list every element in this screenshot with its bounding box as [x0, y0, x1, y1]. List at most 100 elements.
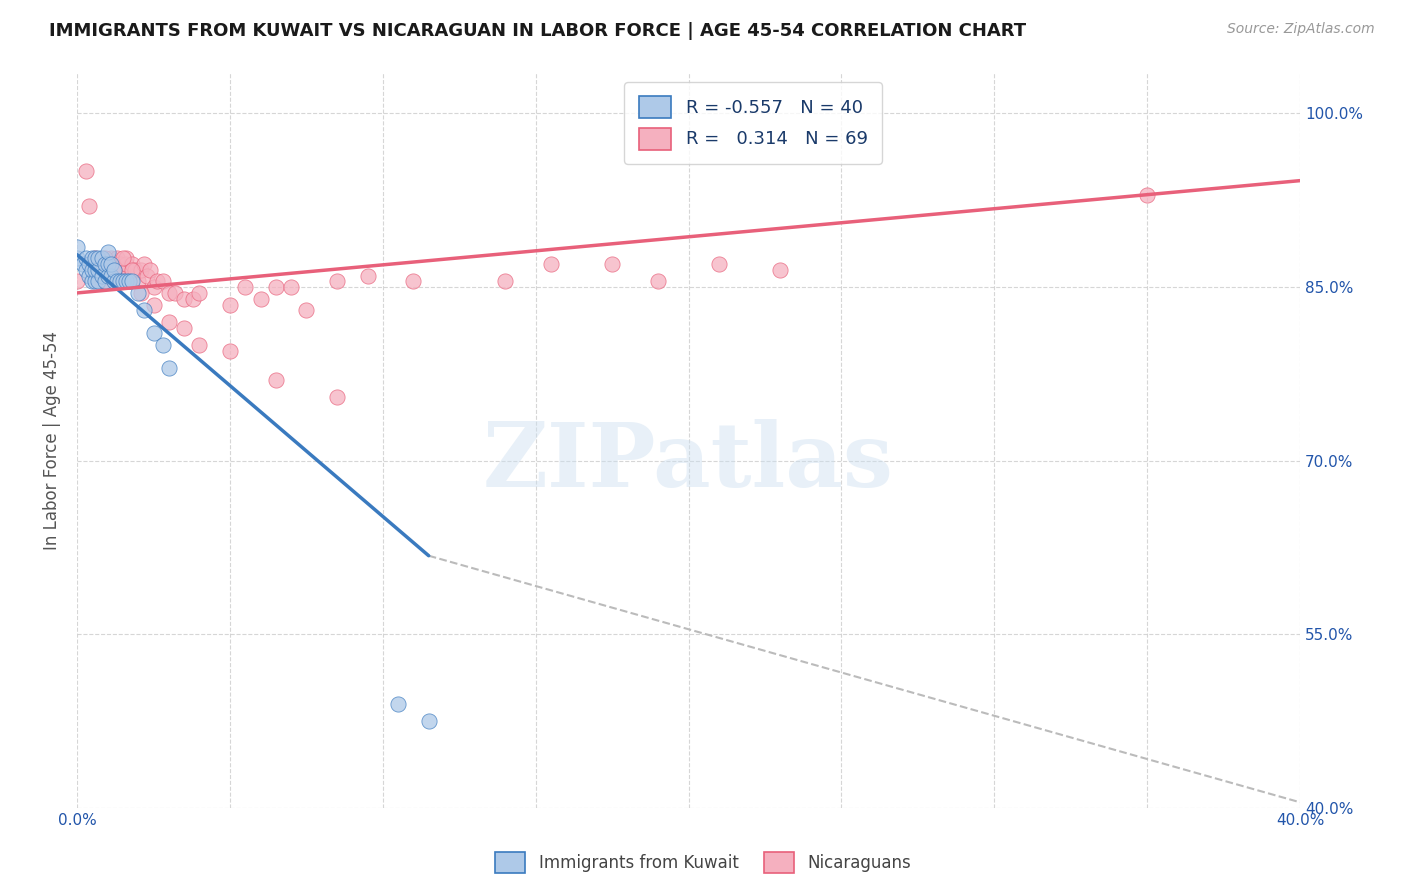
Point [84, 251, 107, 265]
Point [93, 274, 115, 288]
Point [188, 338, 211, 352]
Point [142, 280, 165, 294]
Point [90, 274, 112, 288]
Point [115, 257, 138, 271]
Text: IMMIGRANTS FROM KUWAIT VS NICARAGUAN IN LABOR FORCE | AGE 45-54 CORRELATION CHAR: IMMIGRANTS FROM KUWAIT VS NICARAGUAN IN … [49, 22, 1026, 40]
Point [111, 251, 134, 265]
Point [181, 292, 204, 306]
Point [387, 697, 409, 711]
Point [97, 268, 120, 283]
Point [136, 268, 159, 283]
Point [280, 280, 302, 294]
Point [145, 274, 167, 288]
Point [124, 262, 146, 277]
Point [84, 262, 107, 277]
Point [264, 373, 287, 387]
Point [87, 262, 110, 277]
Point [494, 274, 516, 288]
Point [111, 274, 134, 288]
Point [127, 274, 149, 288]
Point [100, 251, 122, 265]
Point [152, 338, 174, 352]
Point [66, 239, 89, 253]
Point [769, 262, 792, 277]
Point [219, 343, 242, 358]
Point [103, 262, 125, 277]
Text: ZIPatlas: ZIPatlas [484, 419, 894, 506]
Point [326, 274, 349, 288]
Point [108, 257, 131, 271]
Point [87, 274, 110, 288]
Point [100, 257, 122, 271]
Point [93, 257, 115, 271]
Point [90, 268, 112, 283]
Point [173, 292, 195, 306]
Point [84, 251, 107, 265]
Point [72, 257, 94, 271]
Point [100, 257, 122, 271]
Point [157, 285, 180, 300]
Point [82, 274, 104, 288]
Y-axis label: In Labor Force | Age 45-54: In Labor Force | Age 45-54 [44, 331, 60, 550]
Point [1136, 187, 1159, 202]
Point [356, 268, 378, 283]
Point [127, 285, 149, 300]
Point [82, 257, 104, 271]
Point [105, 274, 128, 288]
Point [105, 251, 128, 265]
Point [129, 262, 152, 277]
Point [121, 262, 143, 277]
Point [90, 257, 112, 271]
Point [103, 274, 125, 288]
Point [118, 274, 141, 288]
Point [79, 268, 101, 283]
Point [93, 274, 115, 288]
Point [103, 257, 125, 271]
Point [707, 257, 730, 271]
Point [108, 274, 131, 288]
Point [188, 285, 211, 300]
Point [134, 257, 156, 271]
Point [82, 262, 104, 277]
Point [134, 303, 156, 318]
Point [115, 251, 138, 265]
Point [100, 268, 122, 283]
Point [326, 390, 349, 404]
Point [75, 164, 97, 178]
Point [84, 274, 107, 288]
Point [82, 251, 104, 265]
Point [121, 257, 143, 271]
Point [157, 361, 180, 376]
Point [66, 274, 89, 288]
Point [75, 262, 97, 277]
Point [97, 262, 120, 277]
Point [139, 262, 162, 277]
Point [79, 257, 101, 271]
Legend: R = -0.557   N = 40, R =   0.314   N = 69: R = -0.557 N = 40, R = 0.314 N = 69 [624, 82, 882, 164]
Point [142, 297, 165, 311]
Point [233, 280, 256, 294]
Legend: Immigrants from Kuwait, Nicaraguans: Immigrants from Kuwait, Nicaraguans [489, 846, 917, 880]
Point [87, 257, 110, 271]
Point [103, 274, 125, 288]
Point [600, 257, 623, 271]
Point [108, 274, 131, 288]
Point [647, 274, 669, 288]
Point [75, 251, 97, 265]
Point [118, 274, 141, 288]
Point [157, 315, 180, 329]
Point [121, 274, 143, 288]
Point [97, 257, 120, 271]
Point [97, 274, 120, 288]
Point [93, 257, 115, 271]
Point [249, 292, 271, 306]
Point [173, 320, 195, 334]
Point [129, 285, 152, 300]
Point [295, 303, 318, 318]
Point [163, 285, 186, 300]
Point [103, 262, 125, 277]
Point [540, 257, 562, 271]
Point [402, 274, 425, 288]
Point [90, 251, 112, 265]
Point [105, 262, 128, 277]
